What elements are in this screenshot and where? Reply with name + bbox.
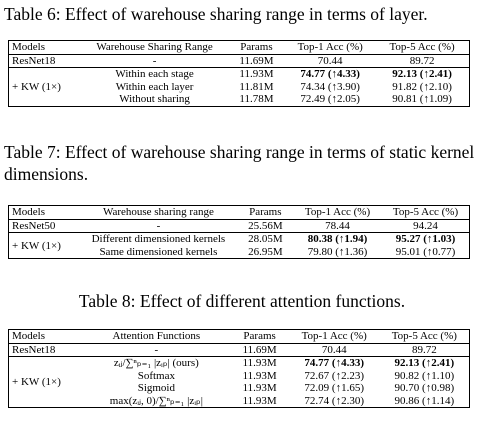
cell: 89.72 xyxy=(379,343,470,357)
header-cell: Top-5 Acc (%) xyxy=(375,40,470,55)
cell: Same dimensioned kernels xyxy=(99,245,218,258)
cell: 11.93M xyxy=(242,369,277,382)
table: Models Warehouse Sharing Range Params Top-1… xyxy=(8,40,470,107)
header-cell: Top-1 Acc (%) xyxy=(292,205,383,220)
cell: Sigmoid xyxy=(137,382,175,395)
table-row: + KW (1×) zᵢⱼ/∑ⁿₚ₌₁ |zᵢₚ| (ours) 11.93M 74.… xyxy=(9,357,470,388)
cell: 26.95M xyxy=(248,245,283,258)
table-row: + KW (1×) Different dimensioned kernels 28… xyxy=(9,233,470,251)
cell: 11.78M xyxy=(239,93,274,106)
header-cell: Top-1 Acc (%) xyxy=(285,40,376,55)
header-cell: Models xyxy=(8,205,80,220)
header-row: Models Attention Functions Params Top-1 Acc… xyxy=(8,329,470,344)
cell: 80.38 (↑1.94) xyxy=(307,233,368,246)
cell: 72.09 (↑1.65) xyxy=(304,382,364,395)
cell: 94.24 xyxy=(382,219,470,233)
model-cell: ResNet50 xyxy=(8,219,80,233)
header-row: Models Warehouse Sharing Range Params Top-1… xyxy=(8,40,470,55)
cell: 72.67 (↑2.23) xyxy=(304,369,364,382)
cell: 92.13 (↑2.41) xyxy=(394,357,455,370)
cell: 72.49 (↑2.05) xyxy=(300,93,360,106)
cell: 95.01 (↑0.77) xyxy=(395,245,456,258)
cell: 70.44 xyxy=(285,54,376,68)
table-row: ResNet50-25.56M 78.44 94.24 xyxy=(8,219,470,233)
cell: 90.81 (↑1.09) xyxy=(392,93,452,106)
cell: 74.77 (↑4.33) xyxy=(304,357,364,370)
model-cell: + KW (1×) xyxy=(12,239,61,252)
table-row: + KW (1×) Within each stage 11.93M 74.77 (↑… xyxy=(9,68,470,92)
header-cell: Params xyxy=(237,205,293,220)
table-row: Same dimensioned kernels 26.95M 79.80 (↑1.… xyxy=(9,246,470,259)
cell: max(zᵢⱼ, 0)/∑ⁿₚ₌₁ |zᵢₚ| xyxy=(109,394,203,407)
caption: Table 7: Effect of warehouse sharing ran… xyxy=(4,142,475,184)
table-row: Without sharing 11.78M 72.49 (↑2.05) 90.81 … xyxy=(9,93,470,106)
caption: Table 6: Effect of warehouse sharing ran… xyxy=(4,4,428,24)
model-cell: ResNet18 xyxy=(8,54,82,68)
table: Models Warehouse sharing range Params Top-1… xyxy=(8,205,470,259)
header-cell: Top-5 Acc (%) xyxy=(382,205,470,220)
cell: 90.86 (↑1.14) xyxy=(394,394,455,407)
cell: - xyxy=(79,219,238,233)
cell: 11.93M xyxy=(239,68,274,81)
cell: Without sharing xyxy=(119,93,190,106)
cell: 28.05M xyxy=(248,233,283,246)
table-row: max(zᵢⱼ, 0)/∑ⁿₚ₌₁ |zᵢₚ| 11.93M 72.74 (↑2.3… xyxy=(9,395,470,408)
cell: 95.27 (↑1.03) xyxy=(395,233,456,246)
header-cell: Top-1 Acc (%) xyxy=(288,329,380,344)
cell: 89.72 xyxy=(375,54,470,68)
table-row: Within each layer 11.81M 74.34 (↑3.90) 91.8… xyxy=(9,81,470,94)
cell: 11.93M xyxy=(242,394,277,407)
cell: 90.70 (↑0.98) xyxy=(394,382,455,395)
table: Models Attention Functions Params Top-1 Acc… xyxy=(8,329,470,408)
header-cell: Models xyxy=(8,329,83,344)
caption: Table 8: Effect of different attention f… xyxy=(78,291,406,311)
cell: 74.34 (↑3.90) xyxy=(300,80,360,93)
cell: 79.80 (↑1.36) xyxy=(307,245,368,258)
cell: Within each layer xyxy=(115,80,194,93)
cell: 72.74 (↑2.30) xyxy=(304,394,364,407)
cell: 91.82 (↑2.10) xyxy=(392,80,452,93)
model-cell: + KW (1×) xyxy=(12,376,61,388)
cell: 11.69M xyxy=(230,343,289,357)
cell: 70.44 xyxy=(288,343,380,357)
model-cell: + KW (1×) xyxy=(12,80,61,93)
cell: - xyxy=(81,54,228,68)
cell: 74.77 (↑4.33) xyxy=(300,68,360,81)
table-row: Softmax 11.93M 72.67 (↑2.23) 90.82 (↑1.10) xyxy=(9,370,470,383)
cell: 11.93M xyxy=(242,357,277,370)
model-cell: ResNet18 xyxy=(8,343,83,357)
cell: Within each stage xyxy=(115,68,194,81)
cell: Softmax xyxy=(137,369,175,382)
header-cell: Top-5 Acc (%) xyxy=(379,329,470,344)
table-row: ResNet18-11.69M 70.44 89.72 xyxy=(8,54,470,68)
cell: - xyxy=(82,343,231,357)
cell: 90.82 (↑1.10) xyxy=(394,369,455,382)
header-cell: Warehouse Sharing Range xyxy=(81,40,228,55)
cell: 11.93M xyxy=(242,382,277,395)
cell: Different dimensioned kernels xyxy=(91,233,226,246)
cell: zᵢⱼ/∑ⁿₚ₌₁ |zᵢₚ| (ours) xyxy=(113,357,199,370)
header-cell: Params xyxy=(227,40,286,55)
cell: 78.44 xyxy=(292,219,383,233)
table-row: Sigmoid 11.93M 72.09 (↑1.65) 90.70 (↑0.98) xyxy=(9,382,470,395)
table-row: ResNet18-11.69M 70.44 89.72 xyxy=(8,343,470,357)
header-cell: Attention Functions xyxy=(82,329,231,344)
header-row: Models Warehouse sharing range Params Top-1… xyxy=(8,205,470,220)
cell: 11.69M xyxy=(227,54,286,68)
cell: 11.81M xyxy=(239,80,274,93)
cell: 25.56M xyxy=(237,219,293,233)
header-cell: Warehouse sharing range xyxy=(79,205,238,220)
header-cell: Models xyxy=(8,40,82,55)
cell: 92.13 (↑2.41) xyxy=(392,68,452,81)
header-cell: Params xyxy=(230,329,289,344)
